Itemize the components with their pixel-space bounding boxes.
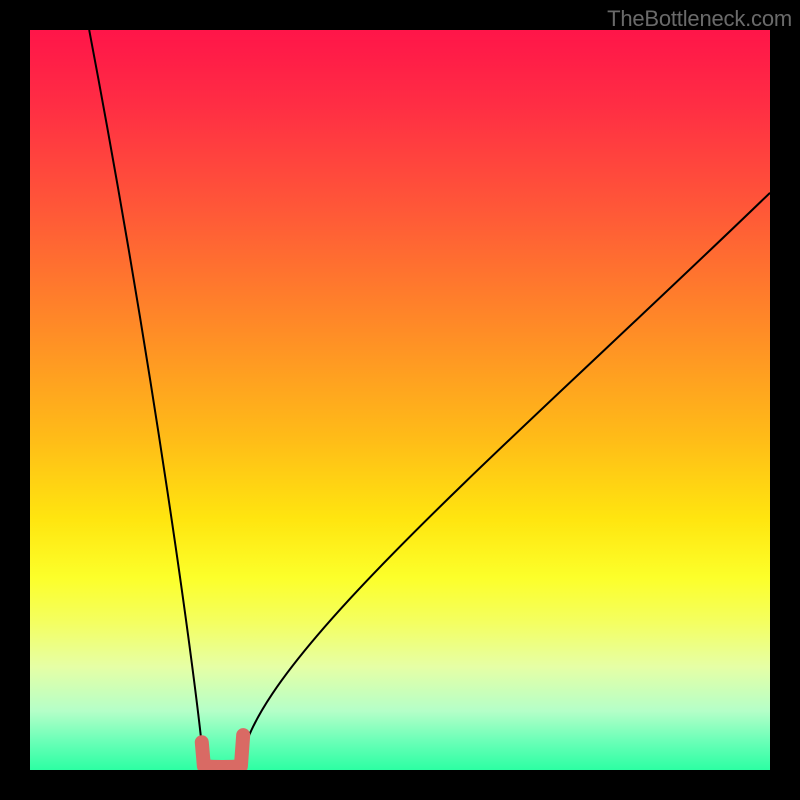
attribution-text: TheBottleneck.com (607, 6, 792, 32)
figure-outer: TheBottleneck.com (0, 0, 800, 800)
gradient-background (30, 30, 770, 770)
chart-svg (30, 30, 770, 770)
plot-area (30, 30, 770, 770)
